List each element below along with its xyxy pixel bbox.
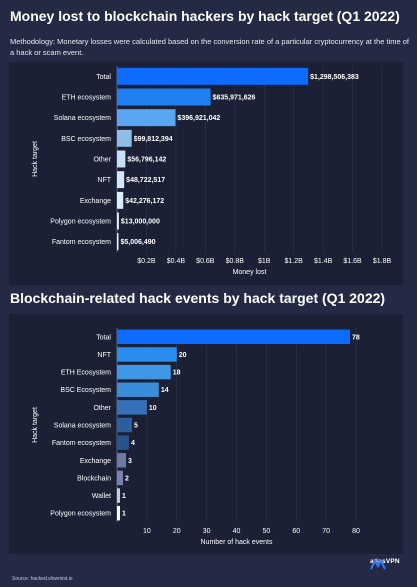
- money-lost-y-axis-title: Hack target: [32, 141, 39, 177]
- money-lost-value-label: $42,276,172: [125, 198, 164, 205]
- money-lost-x-tick-label: $0.2B: [137, 258, 156, 265]
- hack-events-category-label: BSC Ecosystem: [60, 387, 111, 394]
- money-lost-bar: [117, 233, 119, 251]
- money-lost-category-label: BSC ecosystem: [61, 136, 111, 143]
- money-lost-value-label: $1,298,506,383: [310, 74, 359, 81]
- money-lost-category-label: ETH ecosystem: [62, 95, 112, 102]
- hack-events-category-label: Wallet: [92, 493, 111, 500]
- hack-events-bar: [117, 505, 120, 521]
- money-lost-value-label: $5,006,490: [121, 239, 156, 246]
- money-lost-bar: [117, 171, 125, 189]
- hack-events-category-label: Solana ecosystem: [54, 423, 111, 430]
- hack-events-category-label: Polygon ecosystem: [50, 511, 111, 518]
- hack-events-x-tick-label: 50: [262, 528, 270, 535]
- money-lost-value-label: $13,000,000: [121, 219, 160, 226]
- chart1-title: Money lost to blockchain hackers by hack…: [10, 8, 400, 24]
- hack-events-value-label: 18: [173, 370, 181, 377]
- brand-name: atlasVPN: [370, 558, 400, 565]
- money-lost-x-tick-label: $1B: [258, 258, 271, 265]
- money-lost-value-label: $635,971,626: [213, 95, 256, 102]
- hack-events-x-tick-label: 20: [173, 528, 181, 535]
- methodology-note: Methodology: Monetary losses were calcul…: [10, 37, 409, 57]
- hack-events-value-label: 14: [161, 387, 169, 394]
- hack-events-category-label: Other: [93, 405, 111, 412]
- money-lost-x-tick-label: $1.6B: [343, 258, 362, 265]
- hack-events-value-label: 4: [131, 440, 135, 447]
- money-lost-x-axis-title: Money lost: [233, 269, 267, 276]
- hack-events-category-label: Fantom ecosystem: [52, 440, 111, 447]
- money-lost-category-label: Polygon ecosystem: [50, 219, 111, 226]
- hack-events-category-label: Exchange: [80, 458, 111, 465]
- chart2-title: Blockchain-related hack events by hack t…: [10, 290, 386, 306]
- money-lost-bar: [117, 212, 119, 230]
- hack-events-bar: [117, 453, 126, 468]
- hack-events-x-tick-label: 80: [352, 528, 360, 535]
- hack-events-value-label: 3: [128, 458, 132, 465]
- hack-events-bar: [117, 488, 120, 503]
- money-lost-category-label: Total: [96, 74, 111, 81]
- money-lost-x-tick-label: $0.8B: [226, 258, 245, 265]
- brand-logo: atlasVPN: [370, 558, 400, 570]
- hack-events-value-label: 1: [122, 493, 126, 500]
- money-lost-category-label: Fantom ecosystem: [52, 239, 111, 246]
- money-lost-value-label: $396,921,042: [177, 115, 220, 122]
- hack-events-bar: [117, 364, 171, 380]
- hack-events-x-axis-title: Number of hack events: [201, 539, 273, 546]
- money-lost-value-label: $56,796,142: [127, 157, 166, 164]
- money-lost-x-tick-label: $1.2B: [285, 258, 304, 265]
- hack-events-category-label: ETH Ecosystem: [61, 370, 111, 377]
- money-lost-x-tick-label: $0.4B: [167, 258, 186, 265]
- hack-events-bar: [117, 329, 351, 345]
- hack-events-value-label: 78: [352, 334, 360, 341]
- hack-events-category-label: Total: [96, 334, 111, 341]
- hack-events-x-tick-label: 60: [292, 528, 300, 535]
- money-lost-category-label: Solana ecosystem: [54, 115, 111, 122]
- hack-events-category-label: NFT: [97, 352, 111, 359]
- hack-events-bar: [117, 417, 132, 433]
- chart1-panel: $0.2B $0.4B $0.6B $0.8B $1B $1.2B $1.4B $1.6B $1…: [9, 62, 403, 285]
- money-lost-bar: [117, 88, 211, 106]
- money-lost-bar: [117, 109, 176, 127]
- money-lost-value-label: $99,812,394: [134, 136, 173, 143]
- money-lost-bar: [117, 129, 132, 147]
- hack-events-x-tick-label: 10: [143, 528, 151, 535]
- hack-events-chart: 10 20 30 40 50 60 70 80 Total 78 NFT 20 ETH Ecosyste…: [32, 328, 360, 546]
- money-lost-x-tick-label: $1.8B: [373, 258, 392, 265]
- money-lost-category-label: Exchange: [80, 198, 111, 205]
- money-lost-chart: $0.2B $0.4B $0.6B $0.8B $1B $1.2B $1.4B $1.6B $1…: [32, 66, 392, 276]
- money-lost-x-tick-label: $0.6B: [196, 258, 215, 265]
- hack-events-x-tick-label: 40: [233, 528, 241, 535]
- money-lost-bar: [117, 67, 309, 85]
- hack-events-value-label: 10: [149, 405, 157, 412]
- hack-events-bar: [117, 400, 147, 415]
- hack-events-category-label: Blockchain: [77, 475, 111, 482]
- hack-events-x-tick-label: 30: [203, 528, 211, 535]
- hack-events-value-label: 1: [122, 511, 126, 518]
- hack-events-value-label: 5: [134, 423, 138, 430]
- money-lost-bar: [117, 191, 124, 209]
- chart2-panel: 10 20 30 40 50 60 70 80 Total 78 NFT 20 ETH Ecosyste…: [9, 314, 403, 554]
- hack-events-value-label: 20: [179, 352, 187, 359]
- hack-events-x-tick-label: 70: [322, 528, 330, 535]
- money-lost-category-label: NFT: [97, 177, 111, 184]
- money-lost-category-label: Other: [93, 157, 111, 164]
- money-lost-bar: [117, 150, 126, 168]
- hack-events-bar: [117, 470, 123, 486]
- money-lost-value-label: $48,722,517: [126, 177, 165, 184]
- hack-events-y-axis-title: Hack target: [32, 407, 39, 443]
- hack-events-value-label: 2: [125, 475, 129, 482]
- source-note: Source: hacked.slowmist.io: [12, 576, 73, 582]
- money-lost-x-tick-label: $1.4B: [314, 258, 333, 265]
- hack-events-bar: [117, 435, 129, 450]
- hack-events-bar: [117, 382, 159, 397]
- hack-events-bar: [117, 347, 177, 362]
- atlasvpn-logo-icon: [370, 558, 386, 570]
